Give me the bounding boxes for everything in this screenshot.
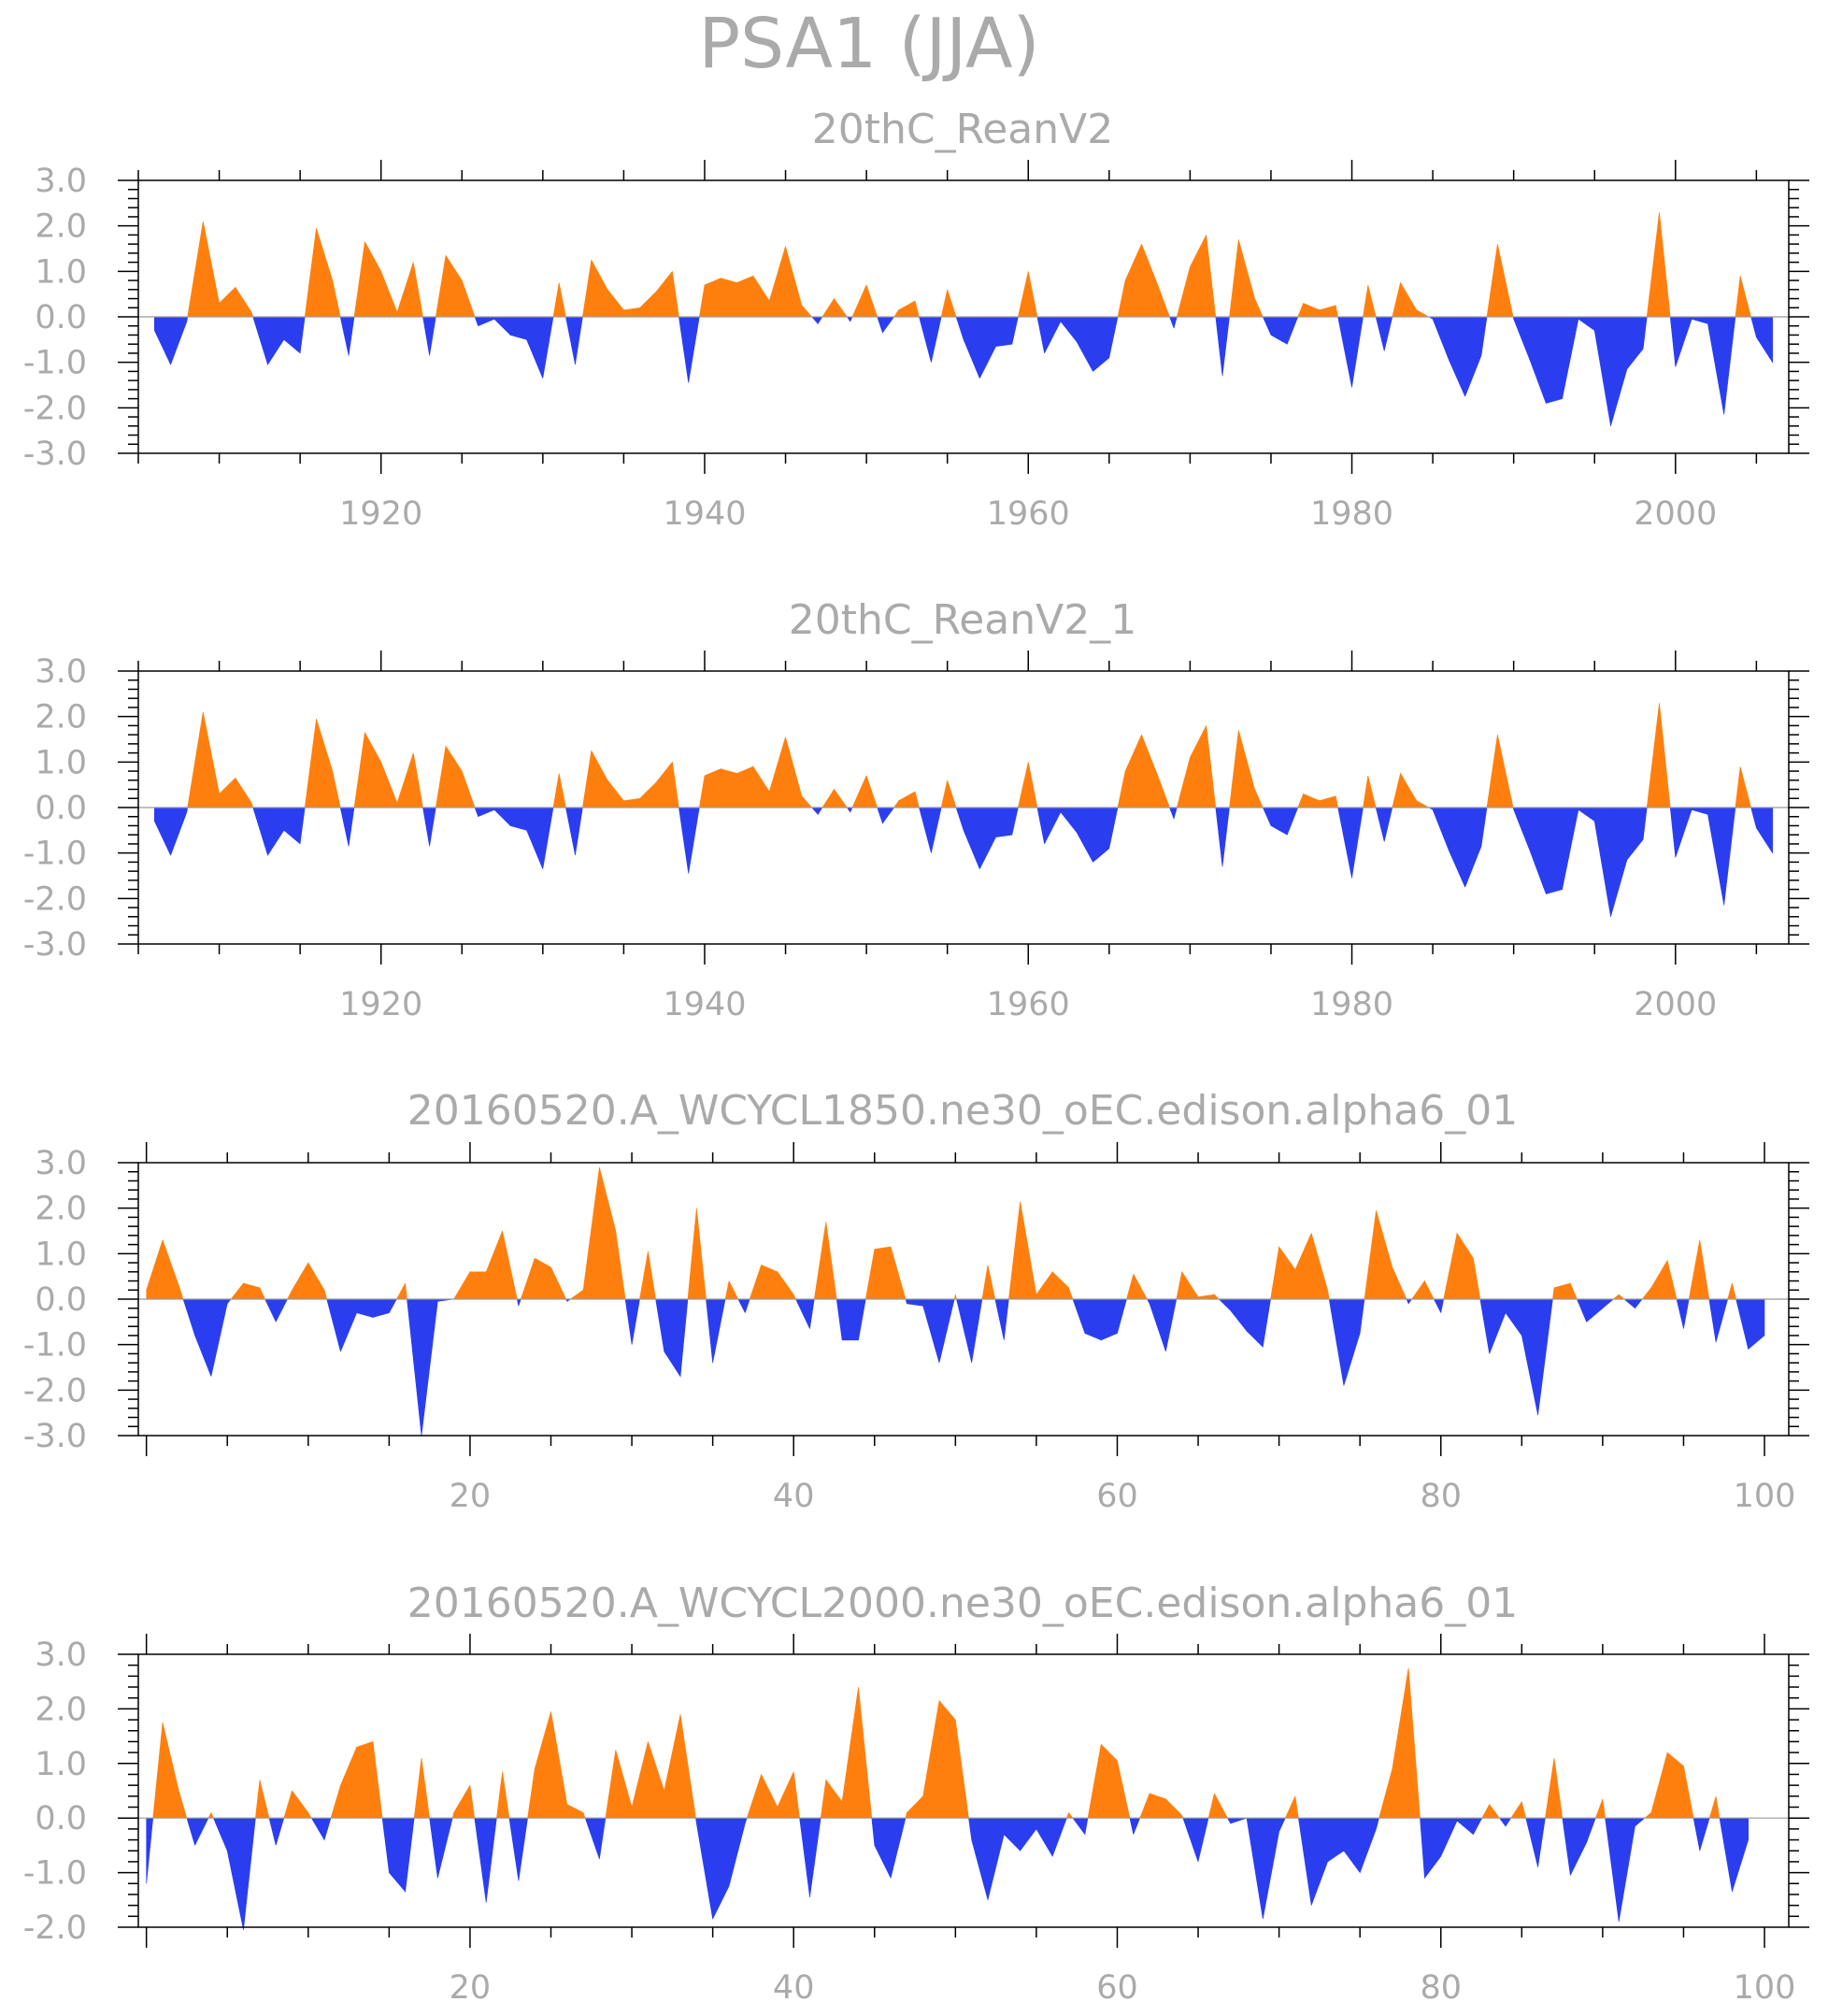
y-tick-label: 1.0 <box>35 1746 87 1783</box>
x-tick-label: 1960 <box>987 986 1070 1023</box>
x-tick-label: 1920 <box>339 986 422 1023</box>
y-tick-label: 2.0 <box>35 1191 87 1228</box>
x-tick-label: 100 <box>1734 1478 1796 1515</box>
negative-area <box>146 1817 1749 1930</box>
x-tick-label: 20 <box>450 1478 492 1515</box>
y-tick-label: 1.0 <box>35 253 87 291</box>
panel-20thc-reanv2: 20thC_ReanV2 -3.0 -2.0 -1.0 0.0 1.0 2.0 3.0 192… <box>23 106 1809 533</box>
y-tick-label: -1.0 <box>23 1327 87 1365</box>
y-tick-label: -3.0 <box>23 436 87 473</box>
x-tick-label: 100 <box>1734 1969 1796 2007</box>
panel-title: 20thC_ReanV2 <box>812 106 1113 153</box>
panel-wcycl1850: 20160520.A_WCYCL1850.ne30_oEC.edison.alp… <box>23 1087 1809 1515</box>
x-tick-label: 80 <box>1420 1969 1462 2007</box>
y-tick-label: 0.0 <box>35 299 87 336</box>
x-tick-label: 2000 <box>1634 495 1717 533</box>
y-tick-label: 1.0 <box>35 1236 87 1273</box>
panel-title: 20160520.A_WCYCL1850.ne30_oEC.edison.alp… <box>407 1087 1518 1135</box>
y-tick-label: -1.0 <box>23 345 87 382</box>
y-tick-label: 2.0 <box>35 208 87 246</box>
x-tick-label: 60 <box>1096 1969 1138 2007</box>
positive-area <box>187 212 1751 318</box>
x-tick-label: 40 <box>773 1478 815 1515</box>
positive-area <box>146 1166 1736 1300</box>
y-tick-label: 3.0 <box>35 163 87 200</box>
x-tick-label: 1940 <box>663 986 746 1023</box>
y-tick-label: 3.0 <box>35 1145 87 1182</box>
y-tick-label: 3.0 <box>35 1637 87 1674</box>
positive-area <box>152 1667 1721 1819</box>
negative-area <box>182 1298 1765 1437</box>
x-tick-label: 1940 <box>663 495 746 533</box>
y-tick-label: -2.0 <box>23 1909 87 1947</box>
panel-title: 20160520.A_WCYCL2000.ne30_oEC.edison.alp… <box>407 1580 1518 1627</box>
panel-20thc-reanv2-1: 20thC_ReanV2_1 -3.0 -2.0 -1.0 0.0 1.0 2.0 3.0 1… <box>23 596 1809 1023</box>
y-tick-label: -2.0 <box>23 880 87 918</box>
y-tick-label: -1.0 <box>23 836 87 873</box>
negative-area <box>154 807 1773 917</box>
y-tick-label: 3.0 <box>35 653 87 691</box>
y-tick-label: -2.0 <box>23 1372 87 1409</box>
y-tick-label: -2.0 <box>23 390 87 427</box>
y-tick-label: 0.0 <box>35 1800 87 1837</box>
x-tick-label: 1980 <box>1310 986 1393 1023</box>
y-tick-label: 2.0 <box>35 1691 87 1728</box>
plot-frame <box>137 1653 1790 1928</box>
y-tick-label: -3.0 <box>23 1418 87 1455</box>
x-tick-label: 60 <box>1096 1478 1138 1515</box>
x-tick-label: 80 <box>1420 1478 1462 1515</box>
x-tick-label: 2000 <box>1634 986 1717 1023</box>
positive-area <box>187 703 1751 808</box>
x-tick-label: 1980 <box>1310 495 1393 533</box>
x-tick-label: 1960 <box>987 495 1070 533</box>
panel-title: 20thC_ReanV2_1 <box>789 596 1136 644</box>
panel-wcycl2000: 20160520.A_WCYCL2000.ne30_oEC.edison.alp… <box>23 1580 1809 2007</box>
figure-title: PSA1 (JJA) <box>699 4 1040 84</box>
x-tick-label: 1920 <box>339 495 422 533</box>
y-tick-label: 2.0 <box>35 699 87 736</box>
y-tick-label: 0.0 <box>35 790 87 827</box>
y-tick-label: -1.0 <box>23 1855 87 1893</box>
y-tick-label: 1.0 <box>35 744 87 781</box>
y-tick-label: 0.0 <box>35 1281 87 1319</box>
x-tick-label: 20 <box>450 1969 492 2007</box>
x-tick-label: 40 <box>773 1969 815 2007</box>
negative-area <box>154 316 1773 426</box>
y-tick-label: -3.0 <box>23 926 87 964</box>
